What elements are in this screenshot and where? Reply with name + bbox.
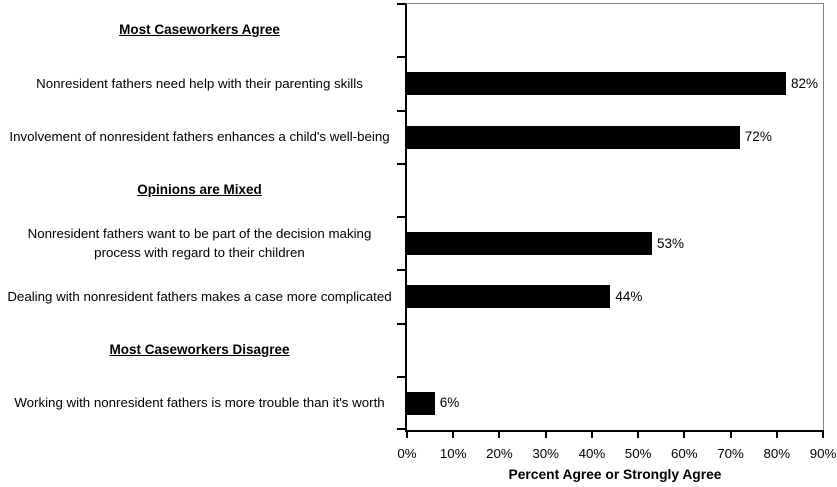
y-axis-tick [397, 162, 405, 165]
section-header: Most Caseworkers Disagree [109, 341, 290, 357]
bar [407, 232, 652, 256]
category-label-column: Most Caseworkers Agree Nonresident father… [0, 4, 401, 430]
bar [407, 125, 740, 149]
category-label: Involvement of nonresident fathers enhan… [9, 128, 390, 144]
bar [407, 391, 435, 415]
x-axis-tick-label: 10% [439, 446, 467, 461]
x-axis-tick [729, 430, 732, 438]
plot-area: 82% 72% 53% 44% 6% [397, 3, 824, 438]
bar-value-label: 82% [791, 75, 819, 91]
y-axis-tick [397, 269, 405, 272]
x-axis-tick [544, 430, 547, 438]
category-label: Nonresident fathers want to be part of t… [27, 226, 372, 260]
x-axis-tick [590, 430, 593, 438]
x-axis-tick [683, 430, 686, 438]
section-header: Most Caseworkers Agree [119, 22, 280, 38]
y-axis-tick [397, 3, 405, 5]
x-axis-tick [498, 430, 501, 438]
x-axis-tick-label: 60% [671, 446, 698, 461]
x-axis-tick-label: 70% [717, 446, 744, 461]
category-label: Dealing with nonresident fathers makes a… [7, 288, 392, 304]
x-axis-tick [822, 430, 824, 438]
x-axis-tick [406, 430, 408, 438]
x-axis-tick-label: 0% [397, 446, 417, 461]
category-label: Nonresident fathers need help with their… [36, 75, 363, 91]
x-axis-tick-label: 50% [624, 446, 652, 461]
x-axis-tick-label: 40% [578, 446, 606, 461]
x-axis-tick-label: 30% [532, 446, 559, 461]
x-axis-title: Percent Agree or Strongly Agree [508, 467, 722, 482]
bar-value-label: 6% [439, 395, 460, 411]
y-axis-tick [397, 56, 405, 59]
y-axis-tick [397, 109, 405, 112]
x-axis-tick-label: 90% [809, 446, 837, 461]
y-axis-tick [397, 216, 405, 218]
bar-value-label: 53% [656, 235, 684, 251]
y-axis-tick [397, 375, 405, 378]
x-axis-tick [452, 430, 455, 438]
bar-value-label: 72% [744, 129, 772, 145]
x-axis-tick [775, 430, 778, 438]
section-header: Opinions are Mixed [137, 182, 262, 198]
y-axis-tick [397, 428, 405, 430]
bar-value-label: 44% [615, 288, 643, 304]
bar [407, 285, 611, 309]
bar [407, 72, 787, 96]
category-label: Working with nonresident fathers is more… [14, 395, 385, 411]
y-axis-tick [397, 322, 405, 325]
x-axis-tick [637, 430, 640, 438]
x-axis-tick-label: 80% [763, 446, 791, 461]
x-axis-tick-label: 20% [486, 446, 513, 461]
